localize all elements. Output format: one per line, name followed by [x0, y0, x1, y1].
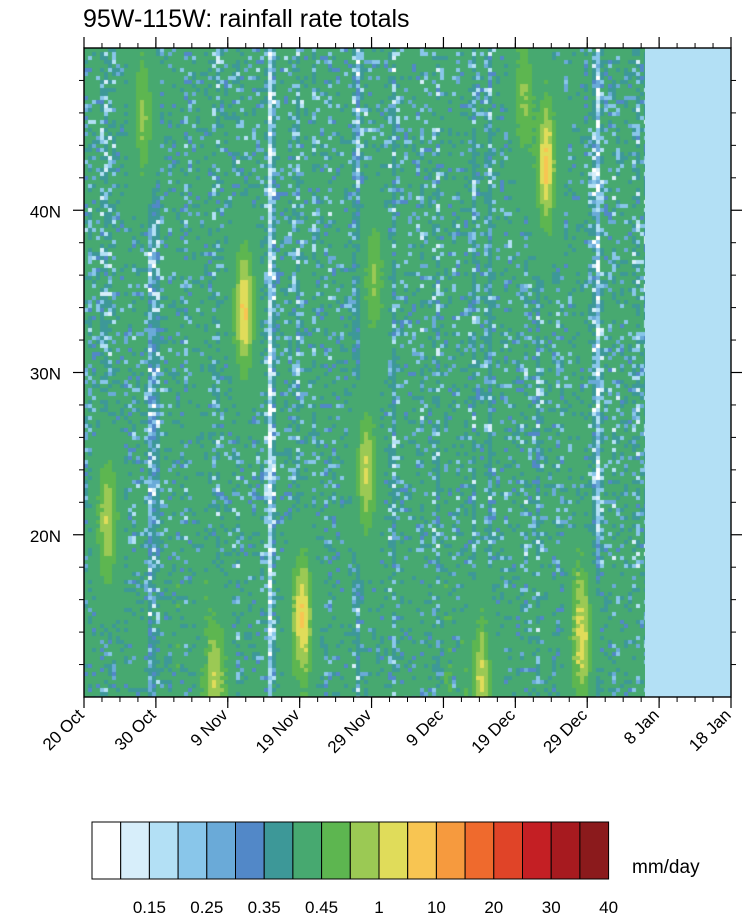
x-tick-label: 18 Jan: [685, 705, 735, 755]
colorbar-swatch: [321, 821, 351, 880]
x-tick-label: 19 Nov: [252, 705, 304, 757]
colorbar-swatch: [177, 821, 208, 880]
colorbar-label: 30: [542, 898, 561, 917]
x-tick-label: 9 Nov: [187, 705, 232, 750]
x-tick-label: 30 Oct: [111, 705, 160, 754]
x-tick-label: 29 Dec: [540, 705, 592, 757]
colorbar-label: 0.35: [248, 898, 281, 917]
colorbar-swatch: [148, 821, 179, 880]
colorbar-swatch: [349, 821, 380, 880]
colorbar-swatch: [550, 821, 581, 880]
colorbar-swatch: [91, 821, 122, 880]
colorbar-units: mm/day: [632, 857, 700, 878]
colorbar-swatch: [235, 821, 265, 880]
plot-area: [84, 48, 731, 697]
x-tick-label: 29 Nov: [324, 705, 376, 757]
colorbar: 0.15 0.25 0.35 0.45 1 10 20 30 40: [91, 821, 618, 917]
colorbar-swatch: [493, 821, 523, 880]
rainfall-field: [84, 48, 645, 697]
y-tick-label: 20N: [30, 527, 61, 546]
missing-data-region: [644, 48, 731, 697]
colorbar-label: 0.45: [305, 898, 338, 917]
colorbar-swatch: [579, 821, 610, 880]
colorbar-label: 0.25: [190, 898, 223, 917]
colorbar-swatch: [378, 821, 409, 880]
colorbar-swatch: [120, 821, 150, 880]
colorbar-swatch: [263, 821, 294, 880]
colorbar-swatch: [435, 821, 466, 880]
colorbar-swatch: [206, 821, 237, 880]
colorbar-swatch: [464, 821, 495, 880]
colorbar-swatch: [522, 821, 552, 880]
y-tick-label: 30N: [30, 365, 61, 384]
colorbar-swatch: [407, 821, 437, 880]
x-tick-label: 19 Dec: [468, 705, 520, 757]
colorbar-swatch: [292, 821, 323, 880]
colorbar-label: 1: [374, 898, 383, 917]
chart-title: 95W-115W: rainfall rate totals: [83, 5, 410, 33]
colorbar-label: 40: [599, 898, 618, 917]
x-tick-label: 20 Oct: [39, 705, 88, 754]
x-tick-label: 9 Dec: [402, 705, 447, 750]
colorbar-label: 10: [427, 898, 446, 917]
x-tick-label: 8 Jan: [620, 705, 663, 748]
colorbar-label: 20: [484, 898, 503, 917]
y-tick-label: 40N: [30, 202, 61, 221]
colorbar-label: 0.15: [133, 898, 166, 917]
